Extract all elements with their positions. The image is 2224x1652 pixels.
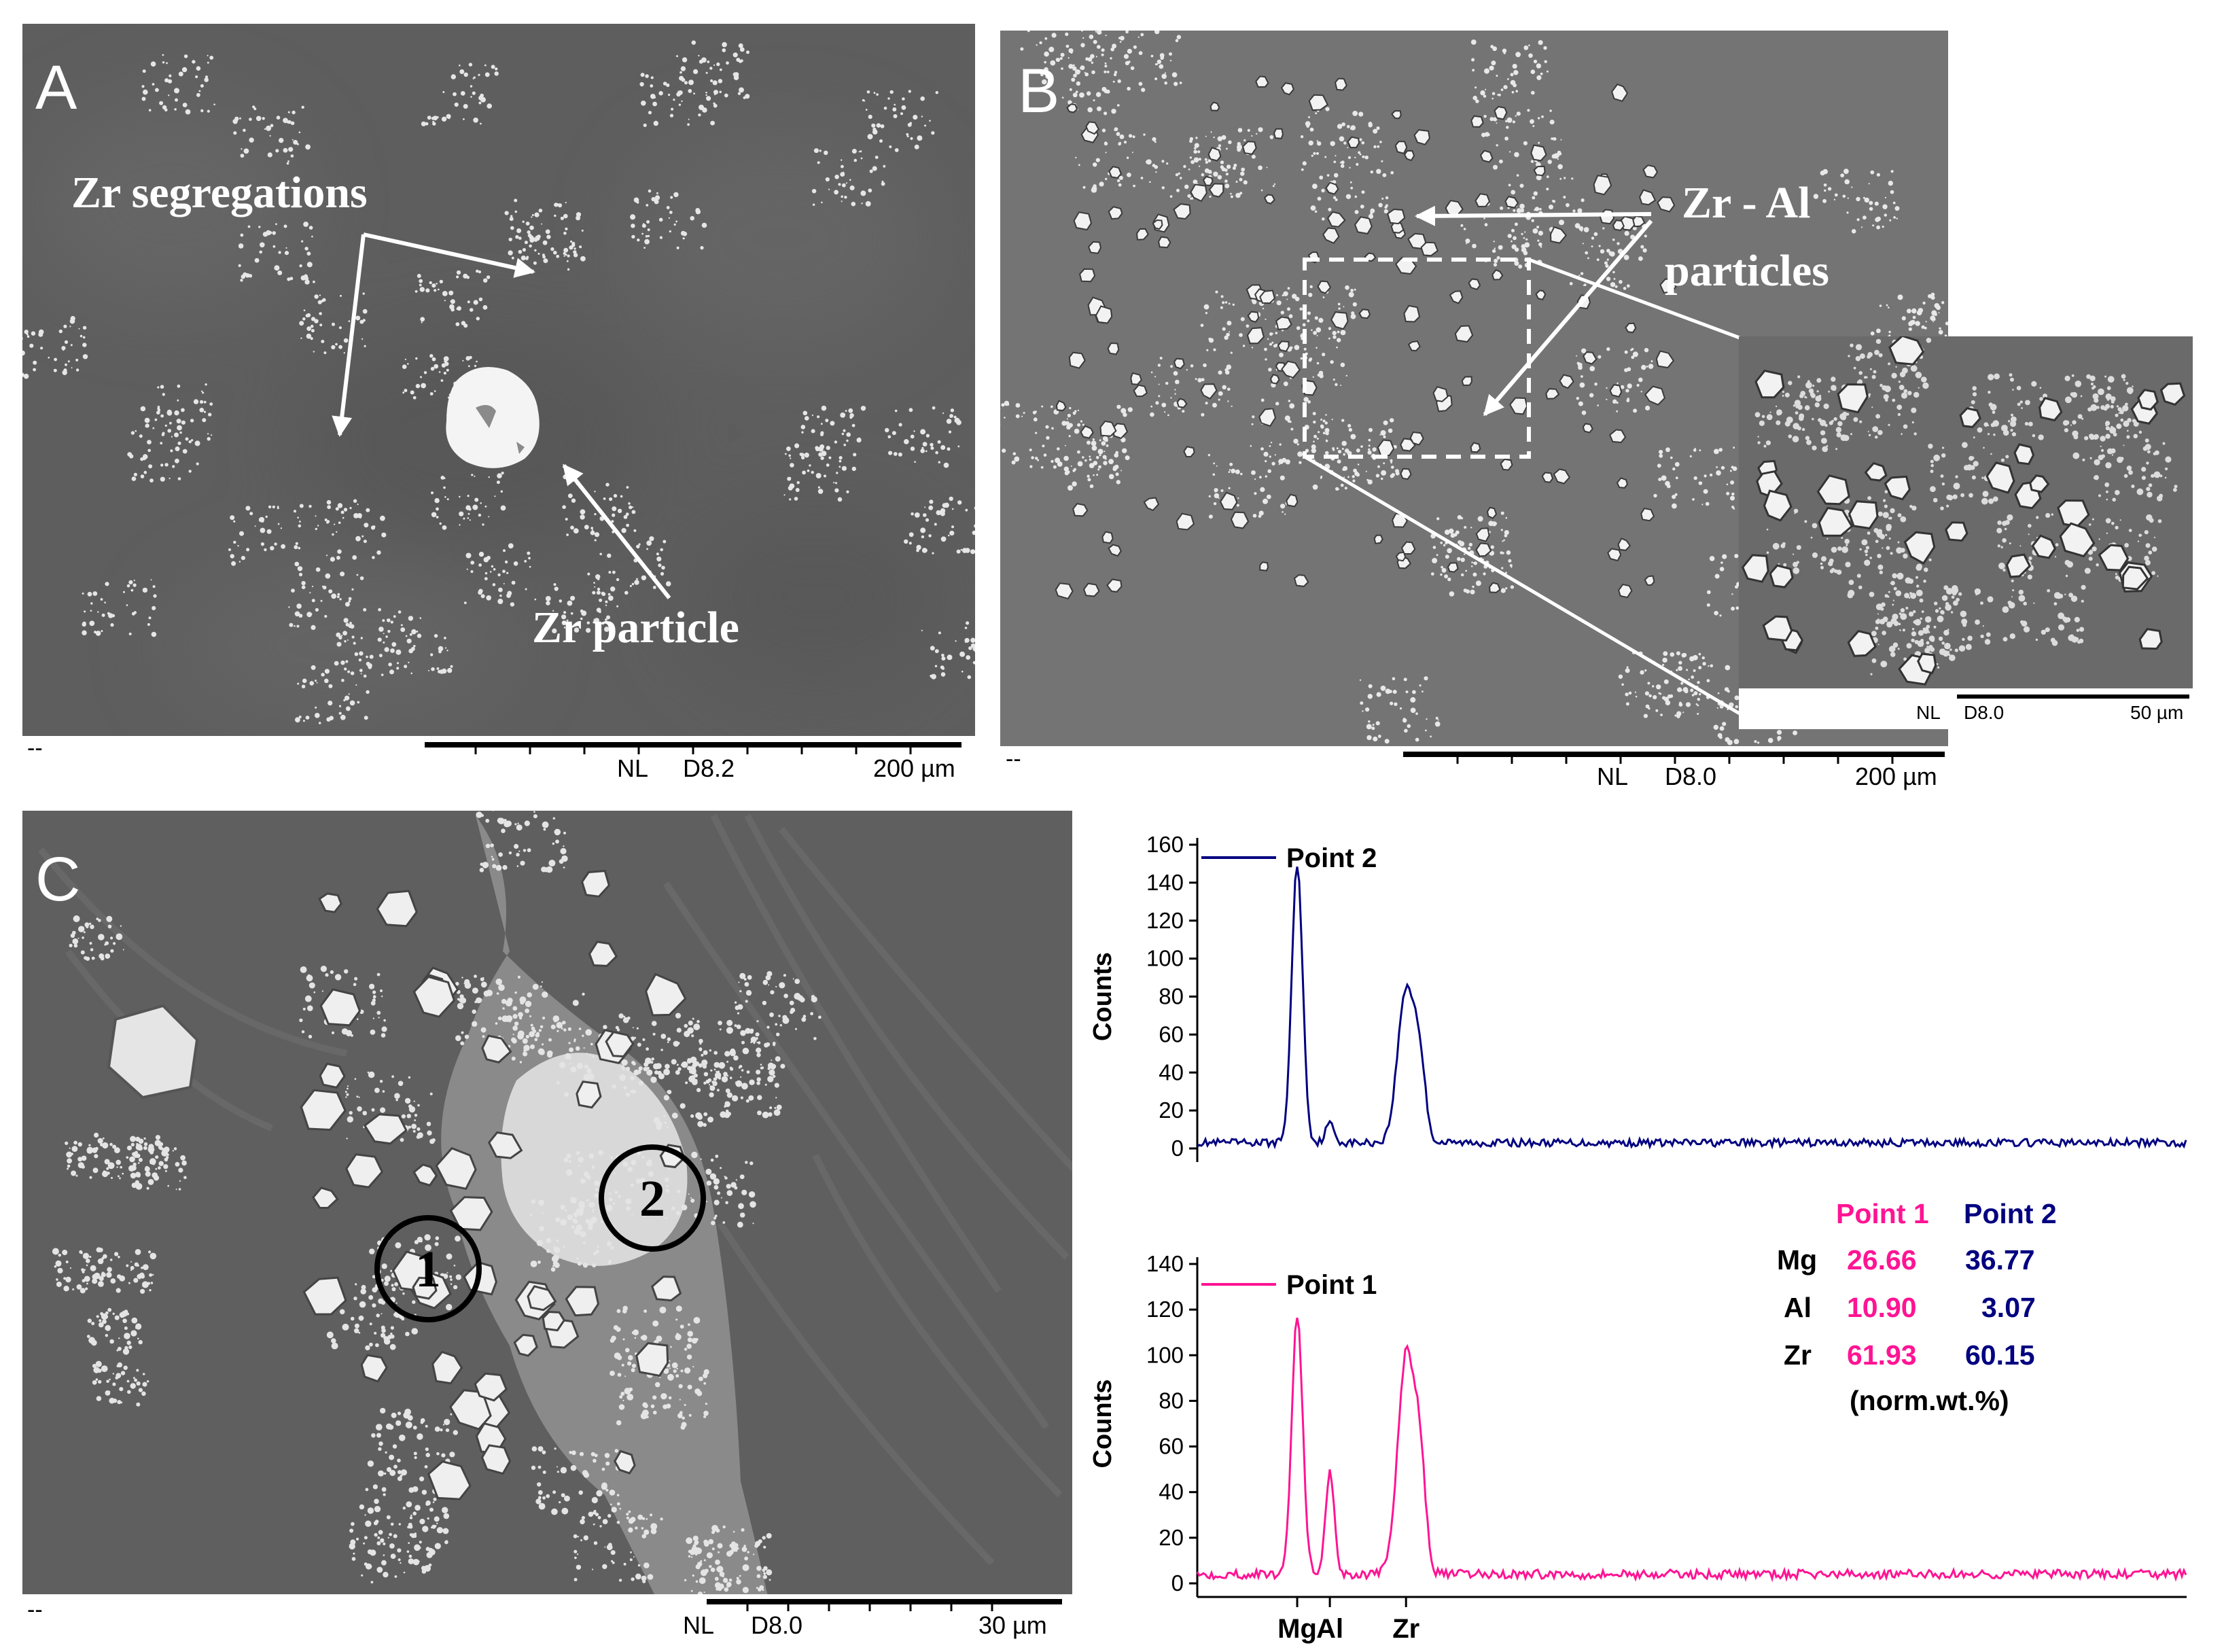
zr-al-cube-particles [1055, 75, 1677, 600]
panel-c-scale-ticks [746, 1604, 993, 1611]
zoom-line-top [1528, 258, 1740, 340]
y-tick-label: 0 [1171, 1136, 1184, 1161]
panel-a-footer-dash: -- [27, 735, 43, 761]
panel-a: A Zr segregations Zr particle -- NL D8.2… [22, 24, 975, 782]
label-zr-al-line2: particles [1665, 246, 1829, 296]
panel-b-inset-scale-length: 50 µm [2130, 702, 2183, 723]
bright-region [501, 1053, 688, 1266]
y-tick-label: 20 [1159, 1097, 1184, 1123]
zr-segregation-specks [22, 40, 975, 724]
y-tick-label: 100 [1146, 946, 1184, 971]
table-row-al-point2: 3.07 [1981, 1292, 2036, 1323]
label-zr-al-line1: Zr - Al [1682, 178, 1810, 228]
point-1-label: 1 [415, 1241, 441, 1298]
panel-c: C 1 2 -- NL D8.0 30 µm [22, 811, 1072, 1639]
point-2-label: 2 [639, 1170, 665, 1227]
panel-a-scale-length: 200 µm [873, 754, 955, 782]
arrow-segregations-1 [363, 232, 535, 278]
table-header-point1: Point 1 [1836, 1198, 1929, 1229]
y-axis-title: Counts [1089, 952, 1117, 1041]
y-tick-label: 80 [1159, 984, 1184, 1009]
spectrum-line-point-2 [1197, 866, 2187, 1150]
arrow-particle [562, 463, 671, 599]
x-tick-label-zr: Zr [1392, 1614, 1419, 1644]
panel-a-letter: A [35, 53, 77, 122]
table-row-al-element: Al [1784, 1292, 1812, 1323]
label-zr-segregations: Zr segregations [71, 168, 368, 217]
panel-b-letter: B [1018, 56, 1059, 126]
zoom-region-box [1303, 258, 1531, 459]
table-row-mg-point2: 36.77 [1965, 1244, 2035, 1276]
panel-b-footer-dash: -- [1006, 746, 1021, 772]
table-row-mg-point1: 26.66 [1847, 1244, 1917, 1276]
zr-particle-shadow [476, 405, 525, 454]
large-particle [107, 1004, 199, 1100]
panel-b-scale-detector: D8.0 [1665, 762, 1716, 790]
table-row-zr-point1: 61.93 [1847, 1339, 1917, 1371]
spectrum-line-point-1 [1196, 1317, 2187, 1583]
x-tick-label-mg: Mg [1277, 1614, 1317, 1644]
panel-c-footer-dash: -- [27, 1597, 43, 1623]
arrow-segregations-2 [332, 234, 366, 437]
y-tick-label: 120 [1146, 1297, 1184, 1322]
y-tick-label: 40 [1159, 1479, 1184, 1505]
panel-c-streaks [38, 813, 1072, 1566]
panel-b-inset-image [1739, 336, 2193, 688]
panel-b-scale-nl: NL [1597, 762, 1628, 790]
label-zr-particle: Zr particle [532, 603, 739, 652]
zoom-line-bottom [1303, 455, 1741, 716]
y-tick-label: 60 [1159, 1434, 1184, 1459]
panel-a-scale-detector: D8.2 [683, 754, 735, 782]
point-1-marker [374, 1215, 482, 1322]
panel-c-scale-detector: D8.0 [751, 1611, 802, 1639]
table-row-zr-point2: 60.15 [1965, 1339, 2035, 1371]
table-header-point2: Point 2 [1964, 1198, 2057, 1229]
y-tick-label: 140 [1146, 1251, 1184, 1276]
y-tick-label: 60 [1159, 1021, 1184, 1047]
arrow-zr-al-2 [1483, 219, 1653, 417]
panel-b-inset-scale-nl: NL [1916, 702, 1941, 723]
table-units: (norm.wt.%) [1850, 1385, 2009, 1416]
spectrum-chart-1: 160 140 120 100 80 60 40 20 0 Counts Point 2 [1089, 832, 2187, 1162]
panel-b: B Zr - Al particles NL D8.0 50 µm -- NL … [1000, 31, 2193, 790]
panel-a-texture [22, 40, 975, 727]
panel-c-scale-length: 30 µm [978, 1611, 1047, 1639]
panel-b-scale-length: 200 µm [1855, 762, 1937, 790]
inset-cube-particles [1741, 336, 2186, 686]
y-tick-label: 80 [1159, 1388, 1184, 1413]
y-tick-label: 20 [1159, 1525, 1184, 1550]
y-tick-label: 160 [1146, 832, 1184, 857]
panel-c-scale-nl: NL [683, 1611, 714, 1639]
panel-a-scale-nl: NL [617, 754, 648, 782]
y-tick-label: 140 [1146, 870, 1184, 895]
panel-b-inset-scale-detector: D8.0 [1964, 702, 2004, 723]
y-axis-title: Counts [1089, 1379, 1117, 1469]
table-row-al-point1: 10.90 [1847, 1292, 1917, 1323]
point-2-marker [599, 1144, 706, 1252]
legend-label: Point 2 [1286, 843, 1377, 873]
table-row-mg-element: Mg [1777, 1244, 1817, 1276]
y-tick-label: 120 [1146, 908, 1184, 933]
panel-a-scale-ticks [474, 748, 912, 754]
y-tick-label: 100 [1146, 1342, 1184, 1367]
arrow-zr-al-1 [1415, 205, 1652, 226]
y-tick-label: 40 [1159, 1059, 1184, 1085]
composition-table: Point 1 Point 2 Mg 26.66 36.77 Al 10.90 … [1777, 1198, 2057, 1416]
panel-b-scale-ticks [1456, 757, 1894, 764]
y-tick-label: 0 [1171, 1570, 1184, 1596]
panel-c-letter: C [35, 845, 80, 914]
table-row-zr-element: Zr [1784, 1339, 1812, 1371]
eds-spectra: 160 140 120 100 80 60 40 20 0 Counts Point 2 140 120… [1089, 832, 2187, 1644]
legend-label: Point 1 [1286, 1270, 1377, 1300]
x-tick-label-al: Al [1316, 1614, 1343, 1644]
